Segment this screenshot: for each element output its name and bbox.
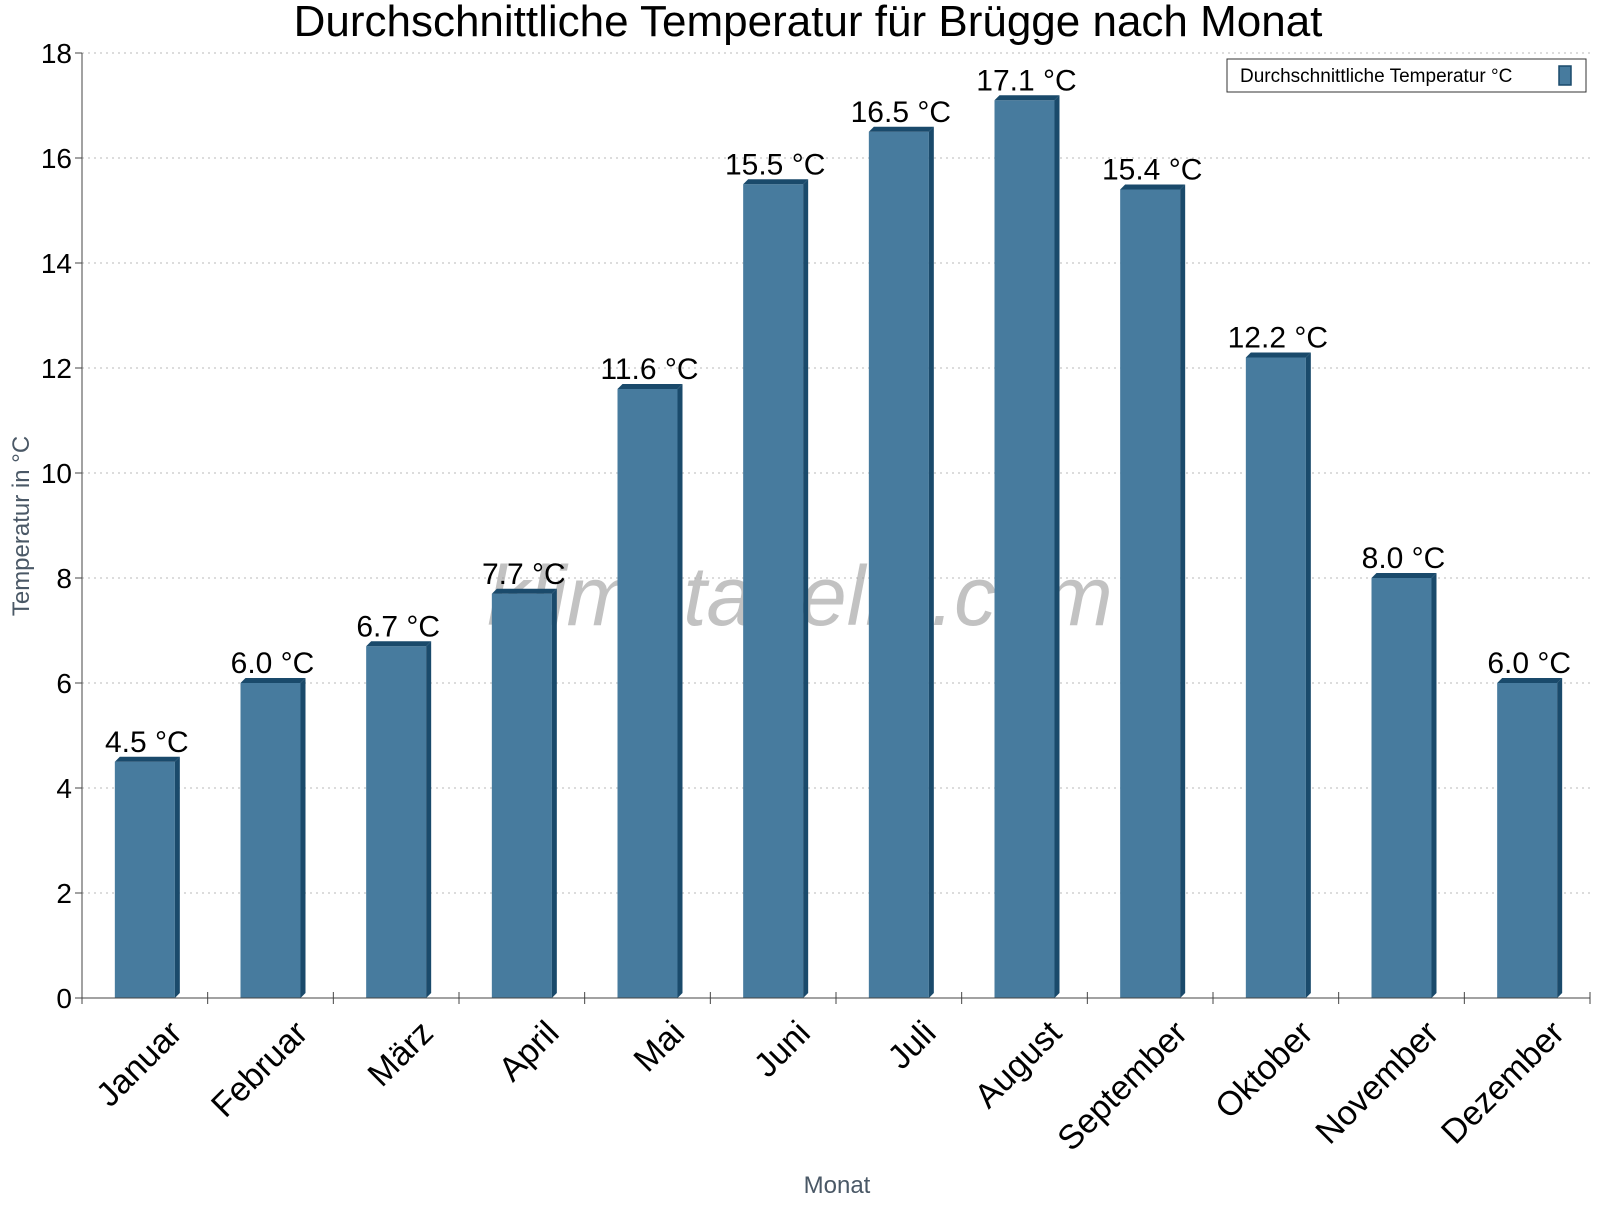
bar-april <box>491 593 552 998</box>
bar-dezember <box>1497 683 1558 998</box>
y-tick-label: 14 <box>41 248 72 279</box>
data-label-juni: 15.5 °C <box>725 148 825 181</box>
legend: Durchschnittliche Temperatur °C <box>1226 58 1587 93</box>
data-labels: 4.5 °C 6.0 °C 6.7 °C 7.7 °C 11.6 °C 15.5 °C 16… <box>105 64 1571 759</box>
bar-side-september <box>1180 184 1186 998</box>
chart-title: Durchschnittliche Temperatur für Brügge … <box>294 0 1323 46</box>
data-label-märz: 6.7 °C <box>356 610 440 643</box>
bar-top-dezember <box>1497 678 1563 683</box>
bar-top-november <box>1371 573 1437 578</box>
data-label-mai: 11.6 °C <box>600 353 698 386</box>
y-tick-label: 4 <box>56 773 72 804</box>
x-tick-label-januar: Januar <box>89 1014 189 1114</box>
y-tick-label: 16 <box>41 143 72 174</box>
y-axis-title: Temperatur in °C <box>8 436 35 616</box>
bar-side-dezember <box>1557 678 1563 998</box>
legend-swatch <box>1558 65 1572 86</box>
data-label-november: 8.0 °C <box>1362 542 1446 575</box>
x-tick-label-oktober: Oktober <box>1208 1014 1320 1126</box>
data-label-september: 15.4 °C <box>1102 154 1202 187</box>
y-tick-label: 8 <box>56 563 72 594</box>
bar-side-mai <box>677 384 683 998</box>
bar-side-januar <box>174 756 180 998</box>
bar-side-november <box>1431 573 1437 998</box>
bar-top-oktober <box>1245 352 1311 358</box>
x-tick-label-märz: März <box>360 1014 440 1094</box>
bar-august <box>994 100 1055 998</box>
y-tick-label: 18 <box>41 38 72 69</box>
bar-september <box>1120 189 1181 998</box>
bar-top-april <box>491 588 557 594</box>
y-tick-label: 10 <box>41 458 72 489</box>
bars <box>114 95 1563 998</box>
y-tick-label: 0 <box>56 983 72 1014</box>
data-label-februar: 6.0 °C <box>231 647 315 680</box>
bar-top-juli <box>868 126 934 132</box>
bar-side-august <box>1054 95 1060 998</box>
bar-top-september <box>1120 184 1186 190</box>
bar-top-august <box>994 95 1060 101</box>
data-label-januar: 4.5 °C <box>105 726 189 759</box>
data-label-april: 7.7 °C <box>482 558 566 591</box>
bar-märz <box>366 646 427 998</box>
x-tick-label-august: August <box>967 1013 1069 1115</box>
bar-juni <box>743 184 804 998</box>
y-tick-label: 6 <box>56 668 72 699</box>
bar-side-juni <box>803 179 809 998</box>
bar-side-april <box>551 588 557 998</box>
x-tick-label-september: September <box>1050 1014 1194 1158</box>
data-label-oktober: 12.2 °C <box>1228 322 1328 355</box>
legend-box <box>1226 58 1587 93</box>
data-label-juli: 16.5 °C <box>851 96 951 129</box>
bar-top-mai <box>617 384 683 389</box>
bar-februar <box>240 683 301 998</box>
x-tick-label-juli: Juli <box>881 1014 944 1077</box>
bar-top-januar <box>114 756 180 762</box>
x-tick-label-mai: Mai <box>627 1014 693 1080</box>
x-tick-label-februar: Februar <box>204 1014 315 1125</box>
bar-januar <box>114 761 175 998</box>
legend-label: Durchschnittliche Temperatur °C <box>1240 66 1512 87</box>
x-tick-label-november: November <box>1308 1014 1446 1152</box>
bar-side-februar <box>300 678 306 998</box>
bar-november <box>1371 578 1432 998</box>
bar-side-märz <box>426 641 432 998</box>
y-tick-label: 2 <box>56 878 72 909</box>
bar-top-juni <box>743 179 809 185</box>
x-axis-title: Monat <box>804 1172 871 1199</box>
bar-side-juli <box>928 126 934 998</box>
bar-mai <box>617 389 678 998</box>
bar-juli <box>868 131 929 998</box>
gridlines <box>82 52 1590 894</box>
bar-oktober <box>1245 357 1306 998</box>
bar-top-februar <box>240 678 306 683</box>
data-label-august: 17.1 °C <box>976 64 1076 97</box>
x-tick-label-juni: Juni <box>747 1014 818 1085</box>
bar-top-märz <box>366 641 432 647</box>
y-tick-label: 12 <box>41 353 72 384</box>
x-tick-label-dezember: Dezember <box>1434 1014 1572 1152</box>
data-label-dezember: 6.0 °C <box>1487 647 1571 680</box>
x-tick-label-april: April <box>491 1014 566 1089</box>
bar-side-oktober <box>1305 352 1311 998</box>
